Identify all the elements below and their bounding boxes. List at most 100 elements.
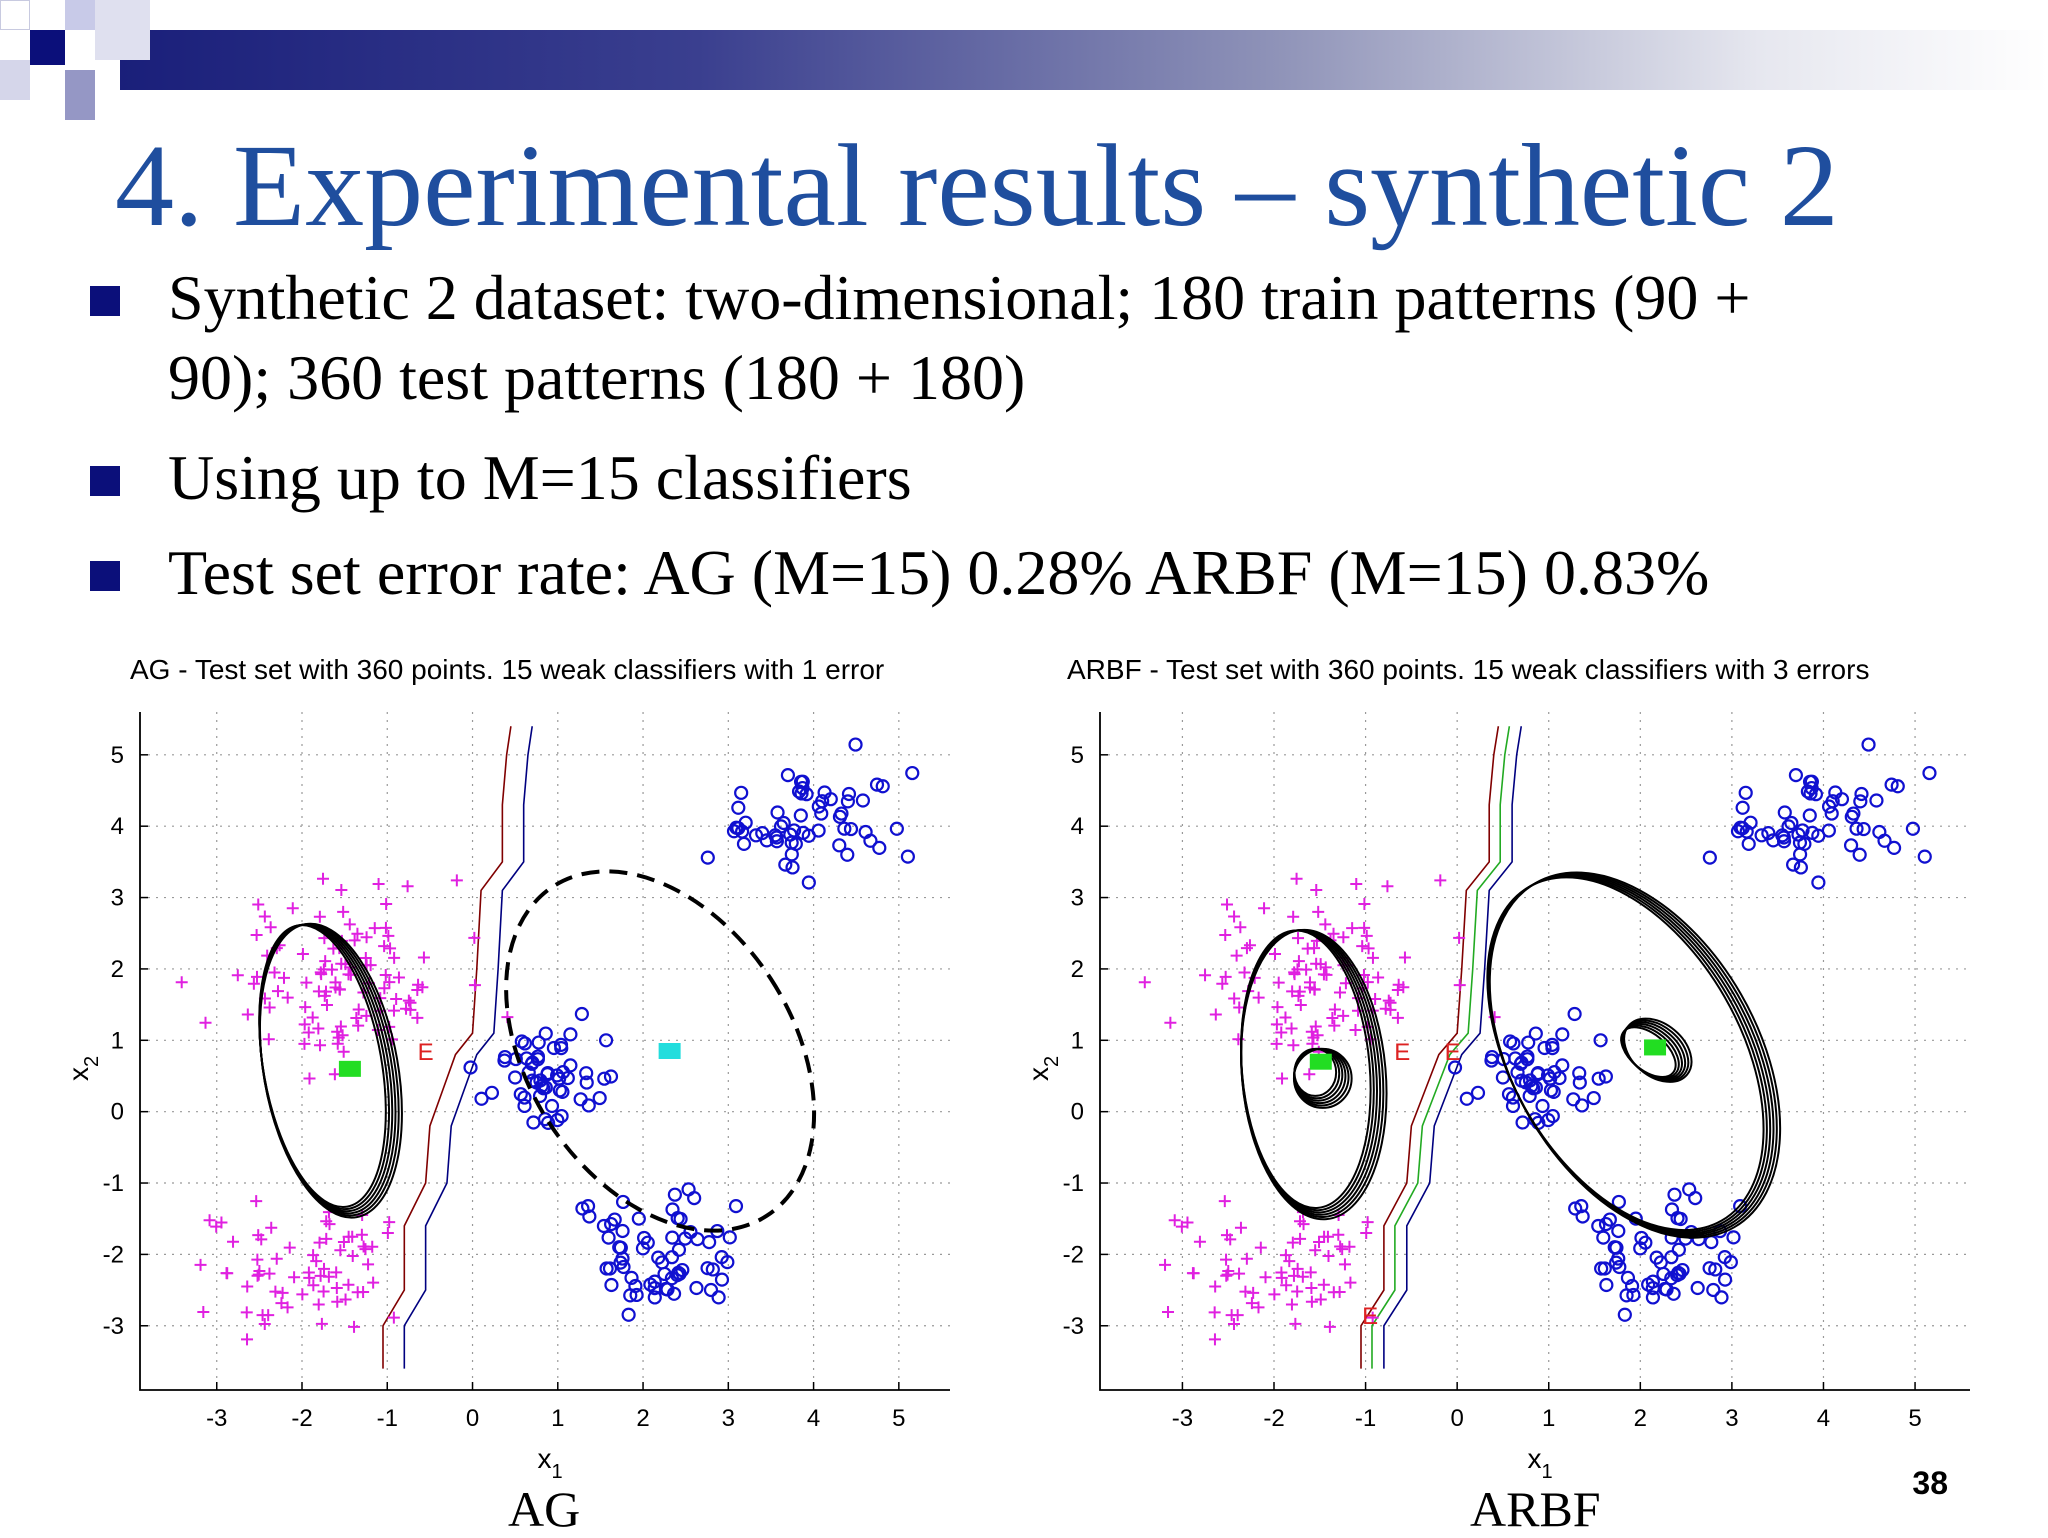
- data-point-circle: [1552, 1070, 1567, 1086]
- bullet-item: Synthetic 2 dataset: two-dimensional; 18…: [90, 258, 1750, 418]
- data-point-circle: [1619, 1288, 1634, 1303]
- data-point-plus: [331, 1295, 344, 1308]
- data-point-circle: [631, 1211, 646, 1226]
- data-point-plus: [328, 1068, 341, 1081]
- data-point-plus: [1216, 977, 1229, 990]
- data-point-plus: [1240, 942, 1253, 955]
- data-point-circle: [1793, 860, 1808, 875]
- data-point-plus: [1313, 1235, 1326, 1248]
- data-point-plus: [381, 1226, 394, 1239]
- bullet-marker: [90, 466, 120, 496]
- x-tick-label: 0: [466, 1405, 479, 1432]
- data-point-plus: [379, 921, 392, 934]
- bullet-marker: [90, 561, 120, 591]
- data-point-plus: [1258, 902, 1271, 915]
- data-point-plus: [1228, 992, 1241, 1005]
- x-tick-label: -3: [1172, 1405, 1193, 1432]
- data-point-plus: [281, 1301, 294, 1314]
- data-point-circle: [640, 1235, 655, 1250]
- data-point-plus: [368, 922, 381, 935]
- error-marker: E: [1362, 1303, 1378, 1330]
- data-point-plus: [307, 1279, 320, 1292]
- data-point-plus: [1292, 989, 1305, 1002]
- data-point-plus: [352, 1019, 365, 1032]
- data-point-circle: [613, 1255, 628, 1270]
- data-point-plus: [296, 1288, 309, 1301]
- classifier-center-marker: [658, 1043, 681, 1059]
- decision-boundary-line: [1360, 726, 1500, 1369]
- bullet-item: Test set error rate: AG (M=15) 0.28% ARB…: [90, 533, 1709, 613]
- data-point-circle: [1792, 847, 1808, 862]
- data-point-plus: [1218, 1195, 1231, 1208]
- data-point-plus: [416, 981, 429, 994]
- data-point-plus: [383, 1216, 396, 1229]
- data-point-circle: [1843, 838, 1859, 853]
- data-point-plus: [383, 976, 396, 989]
- data-point-plus: [1323, 1320, 1336, 1333]
- data-point-plus: [1333, 986, 1346, 999]
- x-tick-label: 0: [1450, 1405, 1463, 1432]
- data-point-circle: [1690, 1280, 1705, 1296]
- data-point-circle: [1828, 785, 1843, 800]
- data-point-circle: [514, 1034, 529, 1049]
- bullet-item: Using up to M=15 classifiers: [90, 438, 912, 518]
- data-point-circle: [1620, 1270, 1636, 1285]
- data-point-circle: [780, 768, 796, 783]
- data-point-plus: [1326, 1011, 1339, 1024]
- data-point-plus: [270, 1252, 283, 1265]
- data-point-circle: [596, 1218, 612, 1234]
- data-point-circle: [580, 1199, 596, 1214]
- data-point-circle: [905, 765, 920, 781]
- data-point-circle: [1717, 1250, 1732, 1265]
- data-point-plus: [1225, 1309, 1238, 1322]
- data-point-circle: [601, 1230, 616, 1245]
- chart-caption: AG: [508, 1481, 581, 1537]
- data-point-circle: [1611, 1223, 1626, 1239]
- data-point-plus: [1292, 932, 1305, 945]
- data-point-plus: [1199, 969, 1212, 982]
- data-point-circle: [1535, 1098, 1550, 1114]
- y-tick-label: 2: [1071, 956, 1084, 983]
- data-point-plus: [390, 993, 403, 1006]
- data-point-circle: [1886, 840, 1902, 856]
- data-point-circle: [1555, 1027, 1570, 1042]
- data-point-circle: [531, 1035, 546, 1050]
- data-point-plus: [1310, 883, 1323, 896]
- y-axis-label: x2: [1023, 1056, 1063, 1081]
- chart-title: ARBF - Test set with 360 points. 15 weak…: [1067, 654, 1870, 685]
- data-point-plus: [1271, 1001, 1284, 1014]
- data-point-plus: [221, 1267, 234, 1280]
- data-point-plus: [359, 1243, 372, 1256]
- data-point-plus: [250, 929, 263, 942]
- data-point-plus: [296, 948, 309, 961]
- data-point-circle: [1853, 794, 1868, 809]
- data-point-circle: [1599, 1277, 1614, 1293]
- data-point-plus: [411, 1011, 424, 1024]
- data-point-plus: [1319, 918, 1332, 931]
- data-point-circle: [1510, 1065, 1525, 1080]
- data-point-plus: [351, 927, 364, 940]
- data-point-plus: [388, 951, 401, 964]
- x-tick-label: 2: [1634, 1405, 1647, 1432]
- data-point-circle: [1586, 1090, 1601, 1106]
- data-point-plus: [372, 877, 385, 890]
- data-point-circle: [1447, 1060, 1463, 1075]
- axes: [139, 712, 950, 1391]
- data-point-plus: [334, 1020, 347, 1033]
- data-point-circle: [1754, 828, 1769, 843]
- data-point-plus: [380, 897, 393, 910]
- data-point-circle: [484, 1085, 500, 1100]
- data-point-plus: [1381, 880, 1394, 893]
- data-point-plus: [1193, 1235, 1206, 1248]
- data-point-plus: [468, 979, 481, 992]
- data-point-circle: [748, 828, 764, 843]
- data-point-plus: [1334, 1240, 1347, 1253]
- data-point-plus: [281, 991, 294, 1004]
- data-point-plus: [1252, 991, 1265, 1004]
- data-point-circle: [574, 1006, 589, 1022]
- data-point-plus: [1270, 1018, 1283, 1031]
- data-point-circle: [1702, 1261, 1717, 1276]
- data-point-plus: [315, 1317, 328, 1330]
- data-point-circle: [672, 1266, 687, 1281]
- data-point-plus: [1275, 1026, 1288, 1039]
